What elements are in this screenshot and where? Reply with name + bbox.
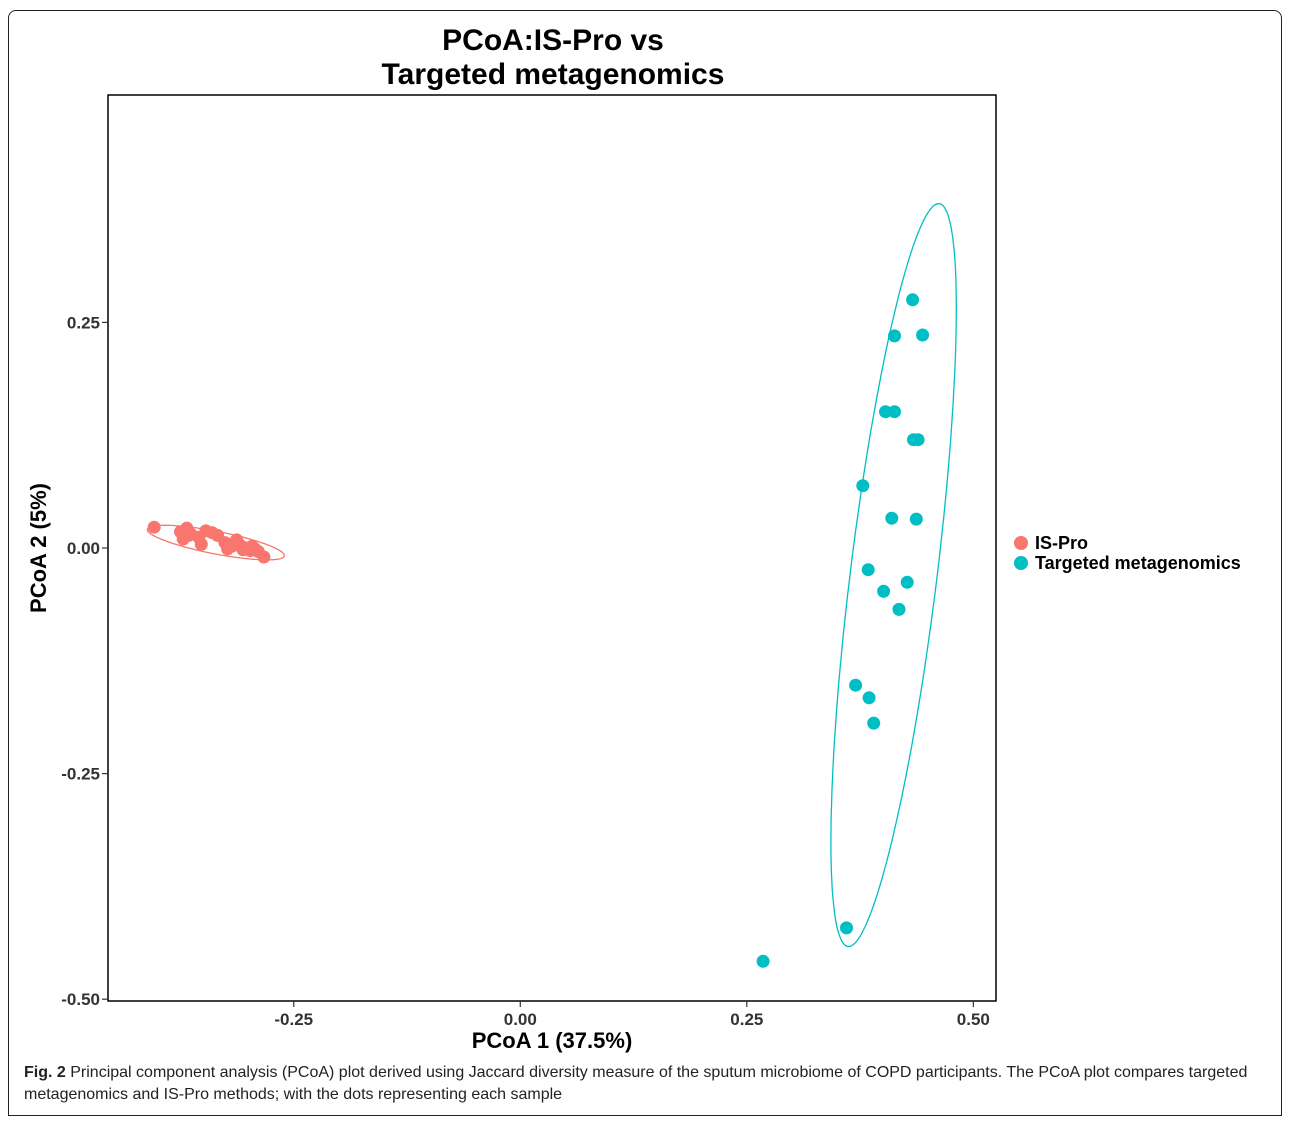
point-targeted-metagenomics: [909, 512, 923, 526]
point-targeted-metagenomics: [862, 691, 876, 705]
confidence-ellipses: [146, 202, 957, 948]
point-targeted-metagenomics: [861, 563, 875, 577]
point-targeted-metagenomics: [840, 921, 853, 935]
y-tick-label: -0.25: [61, 765, 100, 784]
point-targeted-metagenomics: [856, 479, 870, 493]
point-is-pro: [182, 528, 196, 542]
legend-label-is-pro: IS-Pro: [1035, 533, 1088, 553]
caption-figure-label: Fig. 2: [24, 1064, 66, 1081]
data-points: [147, 293, 930, 968]
caption-text: Principal component analysis (PCoA) plot…: [24, 1064, 1248, 1103]
point-targeted-metagenomics: [877, 584, 891, 598]
ellipse-targeted-metagenomics: [830, 202, 957, 948]
x-tick-label: -0.25: [274, 1010, 313, 1029]
point-is-pro: [222, 537, 236, 551]
point-targeted-metagenomics: [906, 293, 920, 307]
point-is-pro: [147, 520, 161, 534]
figure-frame: [8, 10, 1282, 1116]
ellipse-is-pro: [146, 524, 286, 561]
point-targeted-metagenomics: [900, 575, 914, 589]
point-targeted-metagenomics: [849, 678, 863, 692]
x-tick-label: 0.50: [957, 1010, 990, 1029]
legend-marker-is-pro: [1014, 536, 1028, 550]
point-is-pro: [245, 539, 259, 553]
chart-title-line-1: PCoA:IS-Pro vs: [442, 24, 664, 57]
point-targeted-metagenomics: [885, 511, 899, 525]
x-axis-title: PCoA 1 (37.5%): [472, 1028, 633, 1053]
point-targeted-metagenomics: [892, 602, 906, 616]
legend-marker-targeted-metagenomics: [1014, 556, 1028, 570]
point-is-pro: [257, 550, 271, 564]
y-axis-title: PCoA 2 (5%): [26, 483, 51, 613]
y-tick-label: 0.25: [67, 313, 100, 332]
legend-label-targeted-metagenomics: Targeted metagenomics: [1035, 553, 1241, 573]
point-targeted-metagenomics: [916, 328, 930, 342]
point-targeted-metagenomics: [867, 716, 881, 730]
legend: IS-Pro Targeted metagenomics: [1014, 533, 1241, 573]
pcoa-scatter-chart: PCoA:IS-Pro vs Targeted metagenomics -0.…: [26, 24, 1241, 1053]
y-tick-label: 0.00: [67, 539, 100, 558]
x-axis-ticks: -0.25 0.00 0.25 0.50: [274, 1001, 990, 1029]
figure-caption: Fig. 2 Principal component analysis (PCo…: [24, 1062, 1264, 1106]
point-targeted-metagenomics: [888, 405, 901, 419]
point-is-pro: [194, 537, 208, 551]
point-targeted-metagenomics: [756, 954, 770, 968]
x-tick-label: 0.25: [730, 1010, 763, 1029]
y-tick-label: -0.50: [61, 990, 100, 1009]
x-tick-label: 0.00: [504, 1010, 537, 1029]
y-axis-ticks: -0.50 -0.25 0.00 0.25: [61, 313, 108, 1009]
point-targeted-metagenomics: [911, 433, 925, 447]
point-targeted-metagenomics: [888, 329, 901, 343]
point-targeted-metagenomics: [879, 405, 892, 419]
chart-title-line-2: Targeted metagenomics: [382, 58, 725, 91]
